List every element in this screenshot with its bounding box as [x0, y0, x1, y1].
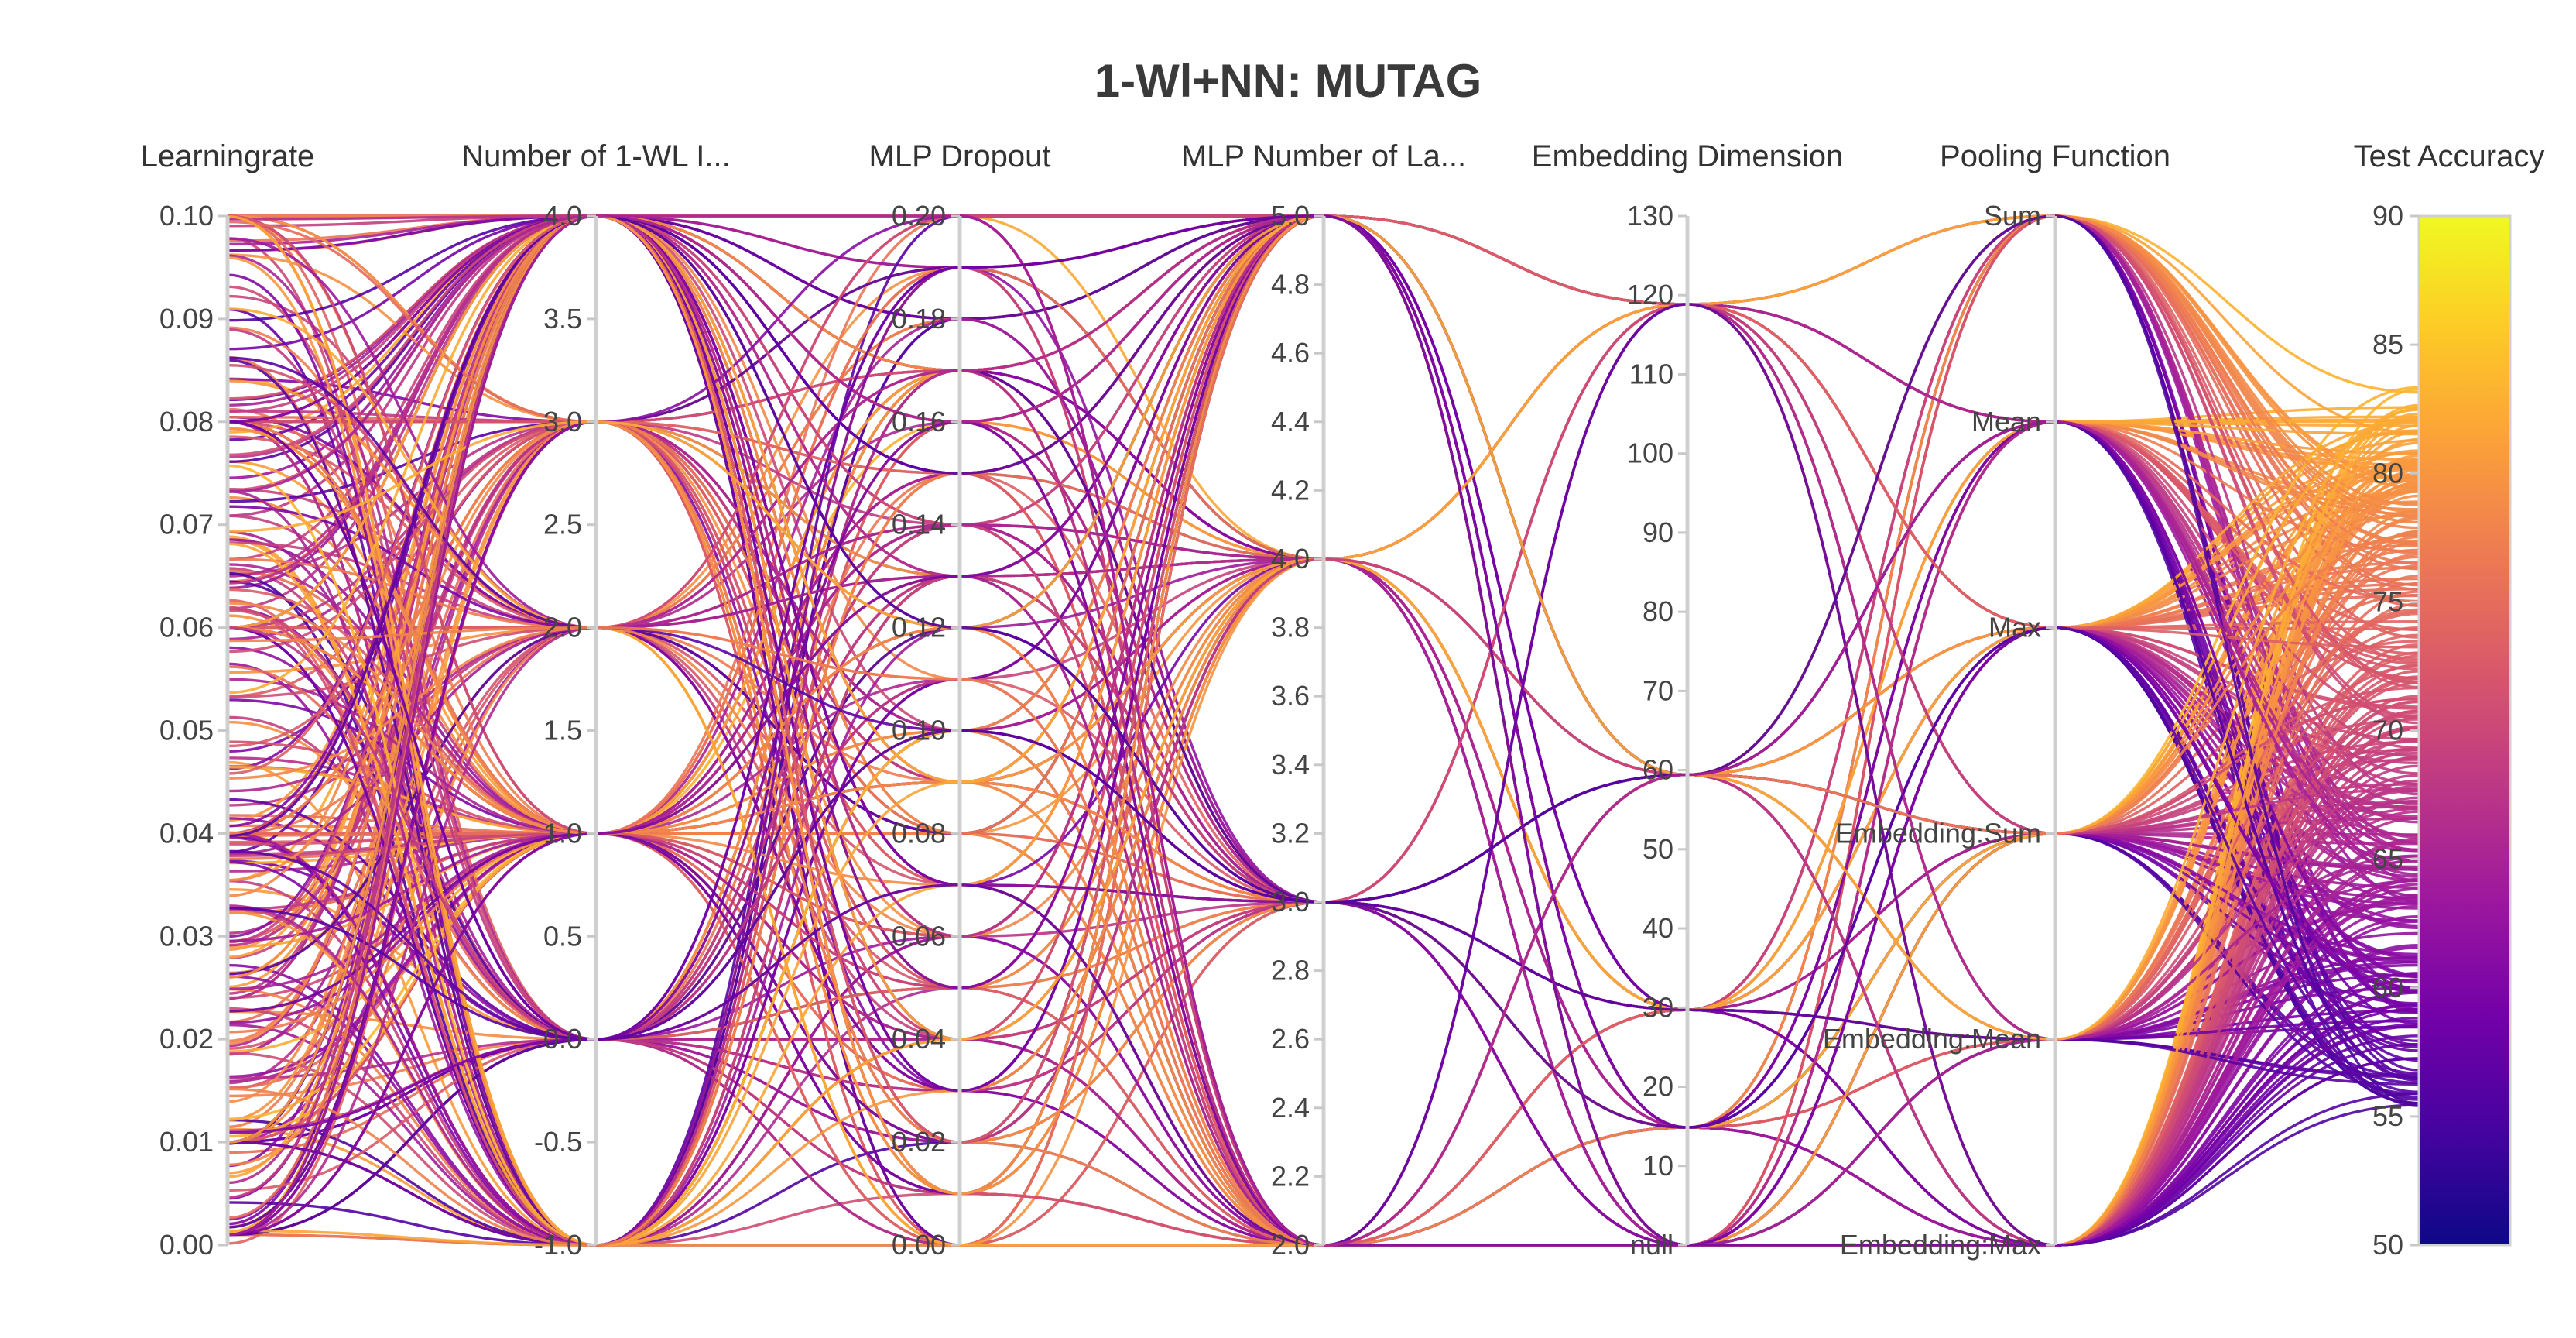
tick-label: 3.6	[1271, 680, 1310, 712]
axis-title: MLP Number of La...	[1181, 139, 1466, 173]
tick-label: Mean	[1971, 406, 2041, 437]
colorbar: Test Accuracy 50 55 60 65 70 75 80 85 90	[2354, 139, 2545, 1261]
tick-label: 0.18	[892, 303, 946, 334]
colorbar-tick-label: 90	[2372, 200, 2403, 232]
tick-label: 4.0	[1271, 543, 1310, 575]
tick-label: 130	[1627, 200, 1673, 232]
tick-label: 4.0	[543, 200, 582, 232]
record-polyline	[227, 303, 2420, 1247]
tick-label: 0.02	[159, 1023, 214, 1055]
tick-label: 3.4	[1271, 749, 1310, 780]
record-polyline	[227, 214, 2420, 1247]
tick-label: 0.07	[159, 509, 214, 540]
colorbar-tick-label: 65	[2372, 843, 2403, 875]
tick-label: 2.0	[543, 612, 582, 643]
axis-title: Number of 1-WL I...	[461, 139, 731, 173]
tick-label: 70	[1643, 674, 1673, 706]
colorbar-tick-label: 55	[2372, 1100, 2403, 1132]
tick-label: Embedding:Sum	[1835, 817, 2041, 849]
tick-label: 0.03	[159, 920, 214, 952]
tick-label: 2.0	[1271, 1229, 1310, 1261]
tick-label: Sum	[1984, 200, 2041, 232]
tick-label: 0.04	[892, 1023, 946, 1055]
tick-label: 3.8	[1271, 612, 1310, 643]
tick-label: 3.2	[1271, 817, 1310, 849]
tick-label: 0.08	[892, 817, 946, 849]
tick-label: Embedding:Max	[1840, 1229, 2041, 1261]
chart-title: 1-Wl+NN: MUTAG	[1094, 55, 1482, 107]
tick-label: 0.08	[159, 406, 214, 437]
colorbar-tick-label: 80	[2372, 457, 2403, 489]
tick-label: 0.5	[543, 920, 582, 952]
record-polyline	[227, 214, 2420, 1247]
tick-label: 0.02	[892, 1126, 946, 1158]
tick-label: 4.6	[1271, 337, 1310, 369]
tick-label: 60	[1643, 754, 1673, 786]
tick-label: 0.10	[892, 715, 946, 746]
tick-label: 0.20	[892, 200, 946, 232]
tick-label: -0.5	[534, 1126, 582, 1158]
tick-label: -1.0	[534, 1229, 582, 1261]
tick-label: 120	[1627, 279, 1673, 310]
tick-label: null	[1630, 1229, 1673, 1261]
colorbar-title: Test Accuracy	[2354, 139, 2545, 173]
colorbar-gradient	[2417, 214, 2512, 1247]
tick-label: 100	[1627, 437, 1673, 469]
tick-label: 50	[1643, 833, 1673, 865]
tick-label: 5.0	[1271, 200, 1310, 232]
colorbar-tick-label: 70	[2372, 715, 2403, 746]
record-polyline	[227, 214, 2420, 1247]
tick-label: 0.01	[159, 1126, 214, 1158]
tick-label: 0.04	[159, 817, 214, 849]
tick-label: 0.06	[159, 612, 214, 643]
tick-label: 4.4	[1271, 406, 1310, 437]
tick-label: 0.06	[892, 920, 946, 952]
tick-label: Max	[1989, 612, 2041, 643]
tick-label: 0.12	[892, 612, 946, 643]
tick-label: 2.2	[1271, 1160, 1310, 1192]
tick-label: 2.4	[1271, 1092, 1310, 1124]
tick-label: 3.0	[543, 406, 582, 437]
tick-label: 0.05	[159, 715, 214, 746]
tick-label: Embedding:Mean	[1823, 1023, 2041, 1055]
tick-label: 4.2	[1271, 474, 1310, 506]
axes-layer: Learningrate0.000.010.020.030.040.050.06…	[141, 139, 2170, 1261]
record-polyline	[227, 214, 2420, 1144]
tick-label: 2.8	[1271, 955, 1310, 986]
tick-label: 0.0	[543, 1023, 582, 1055]
tick-label: 10	[1643, 1150, 1673, 1182]
axis-title: Embedding Dimension	[1532, 139, 1843, 173]
tick-label: 1.5	[543, 715, 582, 746]
colorbar-tick-label: 75	[2372, 585, 2403, 617]
record-polyline	[227, 256, 2420, 1247]
tick-label: 2.5	[543, 509, 582, 540]
colorbar-tick-label: 60	[2372, 972, 2403, 1004]
tick-label: 2.6	[1271, 1023, 1310, 1055]
tick-label: 0.10	[159, 200, 214, 232]
tick-label: 90	[1643, 516, 1673, 548]
tick-label: 20	[1643, 1071, 1673, 1103]
tick-label: 0.00	[892, 1229, 946, 1261]
tick-label: 40	[1643, 912, 1673, 944]
axis-title: Pooling Function	[1940, 139, 2170, 173]
tick-label: 4.8	[1271, 269, 1310, 300]
record-polyline	[227, 214, 2420, 1041]
colorbar-tick-label: 50	[2372, 1229, 2403, 1261]
tick-label: 3.0	[1271, 886, 1310, 918]
axis-title: Learningrate	[141, 139, 315, 173]
axis-title: MLP Dropout	[869, 139, 1051, 173]
colorbar-tick-label: 85	[2372, 328, 2403, 360]
tick-label: 3.5	[543, 303, 582, 334]
tick-label: 30	[1643, 991, 1673, 1023]
tick-label: 110	[1629, 358, 1673, 389]
tick-label: 0.14	[892, 509, 946, 540]
tick-label: 0.16	[892, 406, 946, 437]
record-polyline	[227, 420, 2420, 1247]
tick-label: 80	[1643, 595, 1673, 627]
tick-label: 0.09	[159, 303, 214, 334]
tick-label: 1.0	[543, 817, 582, 849]
tick-label: 0.00	[159, 1229, 214, 1261]
